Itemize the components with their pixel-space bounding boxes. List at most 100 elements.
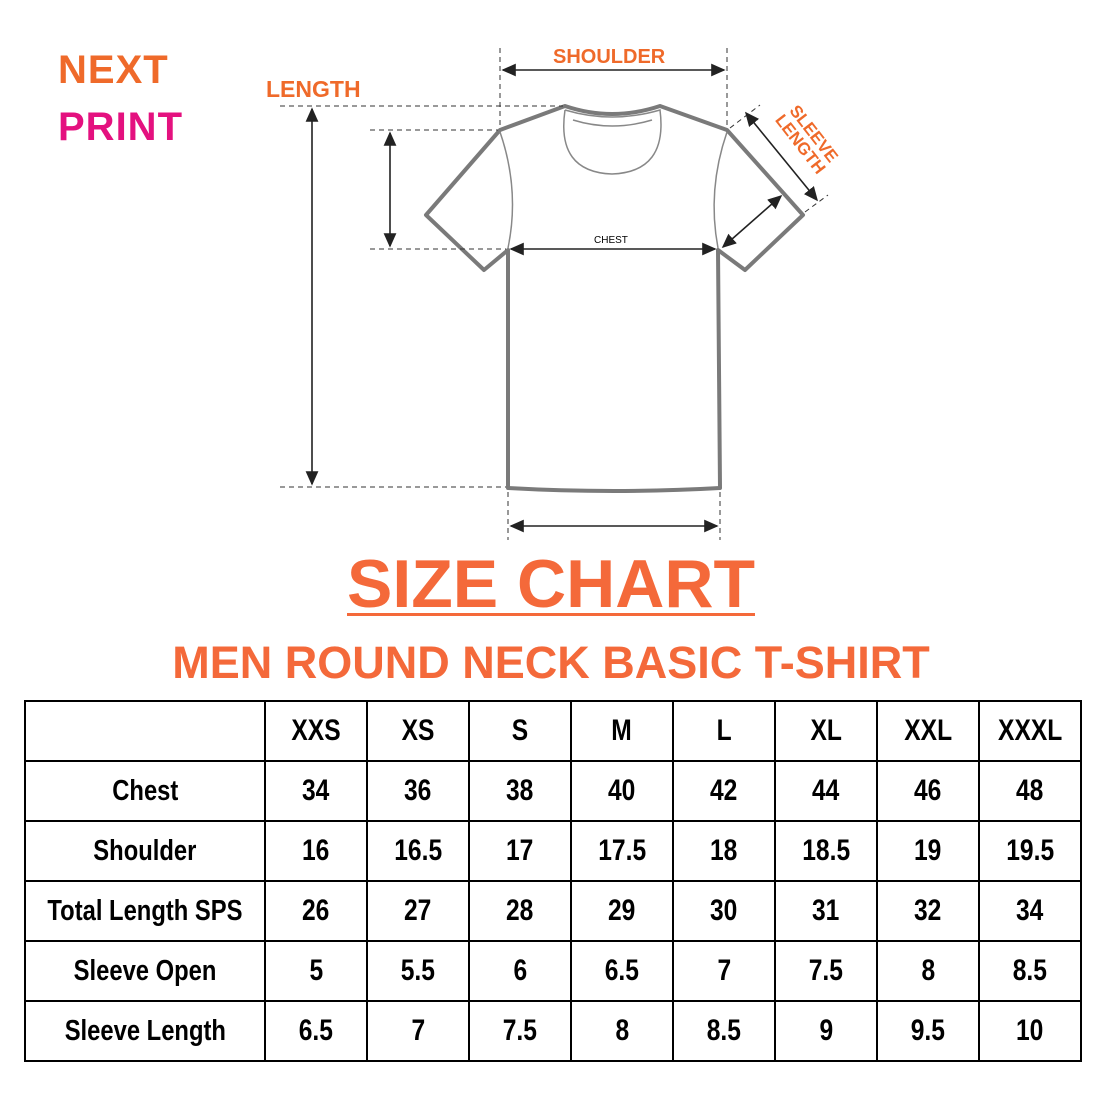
row-label-text: Sleeve Length [64, 1014, 226, 1047]
cell-value: 6.5 [298, 1014, 334, 1047]
table-cell: 8.5 [671, 1000, 776, 1062]
size-header-text: S [511, 714, 529, 747]
cell-value: 17 [506, 834, 534, 867]
table-cell: 42 [671, 760, 776, 822]
cell-value: 9.5 [910, 1014, 946, 1047]
table-cell: 46 [875, 760, 980, 822]
title-text: SIZE CHART [347, 546, 755, 622]
table-cell: 18.5 [773, 820, 878, 882]
size-header: XXXL [977, 700, 1082, 762]
length-label: LENGTH [266, 76, 361, 102]
cell-value: 8.5 [706, 1014, 742, 1047]
table-cell: 7.5 [773, 940, 878, 1002]
size-header-text: XXS [291, 714, 341, 747]
cell-value: 7.5 [808, 954, 844, 987]
table-cell: 17 [467, 820, 572, 882]
cell-value: 10 [1016, 1014, 1044, 1047]
cell-value: 48 [1016, 774, 1044, 807]
cell-value: 38 [506, 774, 534, 807]
cell-value: 34 [1016, 894, 1044, 927]
size-table: XXS XS S M L XL XXL XXXL Chest 34 36 38 40 42 44 46 48 Sh… [24, 700, 1082, 1062]
table-cell: 28 [467, 880, 572, 942]
row-label: Sleeve Open [24, 940, 266, 1002]
cell-value: 30 [710, 894, 738, 927]
table-cell: 44 [773, 760, 878, 822]
cell-value: 29 [608, 894, 636, 927]
cell-value: 8 [921, 954, 935, 987]
cell-value: 5.5 [400, 954, 436, 987]
table-cell: 7.5 [467, 1000, 572, 1062]
table-row: Total Length SPS 26 27 28 29 30 31 32 34 [24, 880, 1082, 942]
row-label: Shoulder [24, 820, 266, 882]
size-header: XS [365, 700, 470, 762]
table-cell: 16 [263, 820, 368, 882]
cell-value: 7 [717, 954, 731, 987]
table-row: Shoulder 16 16.5 17 17.5 18 18.5 19 19.5 [24, 820, 1082, 882]
cell-value: 18 [710, 834, 738, 867]
cell-value: 18.5 [801, 834, 850, 867]
shoulder-label: SHOULDER [553, 46, 666, 68]
cell-value: 40 [608, 774, 636, 807]
table-row: Sleeve Open 5 5.5 6 6.5 7 7.5 8 8.5 [24, 940, 1082, 1002]
cell-value: 16.5 [393, 834, 442, 867]
row-label-text: Total Length SPS [47, 894, 243, 927]
table-cell: 19.5 [977, 820, 1082, 882]
table-cell: 36 [365, 760, 470, 822]
tshirt-diagram [280, 48, 829, 540]
cell-value: 32 [914, 894, 942, 927]
table-cell: 9 [773, 1000, 878, 1062]
table-cell: 7 [365, 1000, 470, 1062]
cell-value: 44 [812, 774, 840, 807]
header-row: XXS XS S M L XL XXL XXXL [24, 700, 1082, 762]
chest-label: CHEST [594, 235, 628, 246]
cell-value: 27 [404, 894, 432, 927]
cell-value: 19 [914, 834, 942, 867]
table-cell: 8.5 [977, 940, 1082, 1002]
cell-value: 9 [819, 1014, 833, 1047]
table-cell: 8 [875, 940, 980, 1002]
size-header: XL [773, 700, 878, 762]
cell-value: 42 [710, 774, 738, 807]
cell-value: 5 [309, 954, 323, 987]
logo-print: PRINT [58, 105, 183, 149]
table-cell: 34 [977, 880, 1082, 942]
table-cell: 40 [569, 760, 674, 822]
row-label-text: Chest [111, 774, 178, 807]
cell-value: 17.5 [597, 834, 646, 867]
table-cell: 19 [875, 820, 980, 882]
table-cell: 6 [467, 940, 572, 1002]
cell-value: 8 [615, 1014, 629, 1047]
row-label-text: Shoulder [93, 834, 197, 867]
table-cell: 5 [263, 940, 368, 1002]
cell-value: 26 [302, 894, 330, 927]
size-header: M [569, 700, 674, 762]
cell-value: 8.5 [1012, 954, 1048, 987]
table-cell: 6.5 [263, 1000, 368, 1062]
table-cell: 18 [671, 820, 776, 882]
corner-cell [24, 700, 266, 762]
table-cell: 5.5 [365, 940, 470, 1002]
cell-value: 19.5 [1005, 834, 1054, 867]
size-header-text: XL [810, 714, 842, 747]
table-cell: 27 [365, 880, 470, 942]
cell-value: 28 [506, 894, 534, 927]
size-header-text: XXL [903, 714, 952, 747]
table-cell: 38 [467, 760, 572, 822]
page-subtitle: MEN ROUND NECK BASIC T-SHIRT [172, 637, 930, 688]
table-cell: 26 [263, 880, 368, 942]
table-cell: 34 [263, 760, 368, 822]
table-cell: 32 [875, 880, 980, 942]
table-cell: 8 [569, 1000, 674, 1062]
logo-next: NEXT [58, 48, 169, 92]
row-label-text: Sleeve Open [73, 954, 217, 987]
table-cell: 9.5 [875, 1000, 980, 1062]
cell-value: 36 [404, 774, 432, 807]
table-row: Sleeve Length 6.5 7 7.5 8 8.5 9 9.5 10 [24, 1000, 1082, 1062]
size-header-text: XS [401, 714, 435, 747]
table-cell: 7 [671, 940, 776, 1002]
cell-value: 46 [914, 774, 942, 807]
table-cell: 10 [977, 1000, 1082, 1062]
table-cell: 30 [671, 880, 776, 942]
table-cell: 16.5 [365, 820, 470, 882]
row-label: Total Length SPS [24, 880, 266, 942]
